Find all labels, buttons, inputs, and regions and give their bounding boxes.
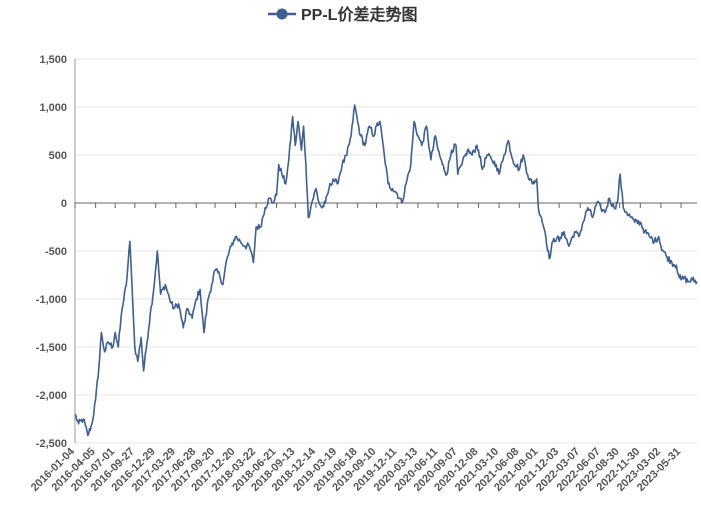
y-tick-label: 1,000 <box>39 102 67 114</box>
x-axis-ticks: 2016-01-042016-04-052016-07-012016-09-27… <box>29 203 683 494</box>
y-tick-label: -500 <box>45 246 67 258</box>
y-tick-label: 0 <box>61 198 67 210</box>
y-tick-label: -2,500 <box>36 438 67 450</box>
legend-label: PP-L价差走势图 <box>301 5 417 24</box>
legend-marker-icon <box>276 8 288 20</box>
legend[interactable]: PP-L价差走势图 <box>268 5 417 24</box>
y-tick-label: 1,500 <box>39 54 67 66</box>
y-tick-label: -1,000 <box>36 294 67 306</box>
series-group <box>74 104 698 437</box>
y-axis-ticks: 1,500 1,000 500 0 -500 -1,000 -1,500 -2,000 -2,5… <box>36 54 67 450</box>
y-tick-label: -2,000 <box>36 390 67 402</box>
y-tick-label: 500 <box>49 150 67 162</box>
grid-lines <box>75 58 697 444</box>
y-tick-label: -1,500 <box>36 342 67 354</box>
series-line <box>74 104 698 437</box>
